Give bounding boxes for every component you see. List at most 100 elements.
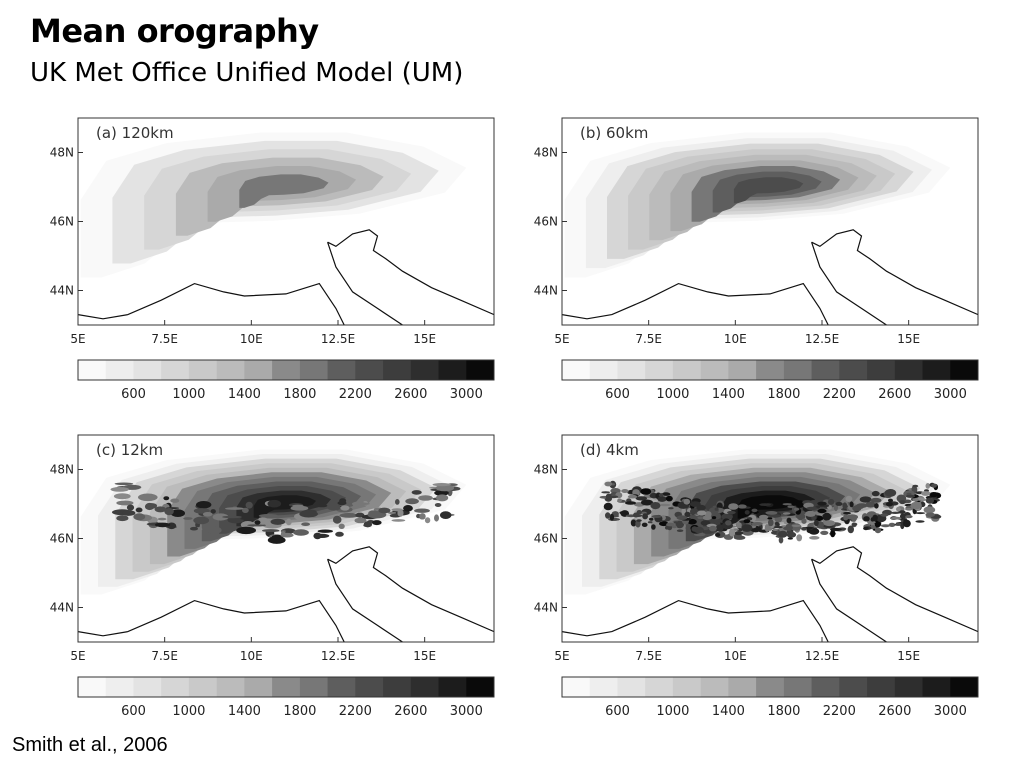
terrain-cell xyxy=(796,534,803,542)
colorbar-swatch xyxy=(922,360,951,380)
terrain-cell xyxy=(352,501,366,507)
colorbar-swatch xyxy=(756,677,785,697)
terrain-cell xyxy=(335,531,344,537)
terrain-cell xyxy=(659,521,669,527)
terrain-cell xyxy=(773,526,783,529)
colorbar-swatch xyxy=(839,677,868,697)
terrain-cell xyxy=(666,522,675,527)
y-tick-label: 46N xyxy=(534,532,558,546)
terrain-cell xyxy=(751,508,758,513)
colorbar-swatch xyxy=(728,360,757,380)
terrain-cell xyxy=(668,507,674,510)
terrain-cell xyxy=(884,489,897,497)
terrain-cell xyxy=(843,514,849,521)
colorbar-swatch xyxy=(299,677,329,697)
orography-map-svg: (a) 120km 5E 7.5E 10E 12.5E 15E 48N 46N 44N 600 10… xyxy=(50,117,495,402)
terrain-cell xyxy=(405,498,419,505)
colorbar-swatch xyxy=(216,677,245,697)
colorbar-tick-label: 3000 xyxy=(934,704,967,719)
terrain-cell xyxy=(849,501,854,508)
x-tick-label: 15E xyxy=(413,649,436,663)
terrain-cell xyxy=(711,516,717,520)
colorbar-swatch xyxy=(105,677,134,697)
terrain-cell xyxy=(801,527,807,531)
x-tick-label: 10E xyxy=(724,332,747,346)
terrain-cell xyxy=(859,496,872,503)
terrain-cell xyxy=(155,522,171,528)
terrain-cell xyxy=(923,506,936,514)
orography-map-svg: (c) 12km 5E 7.5E 10E 12.5E 15E 48N 46N 44N 600 100… xyxy=(50,434,495,719)
terrain-cell xyxy=(338,523,345,529)
colorbar-swatch xyxy=(728,677,757,697)
x-tick-label: 5E xyxy=(554,649,569,663)
coastline xyxy=(327,229,494,316)
terrain-cell xyxy=(896,506,901,512)
terrain-cell xyxy=(665,525,670,530)
terrain-cell xyxy=(764,524,770,532)
colorbar-swatch xyxy=(327,360,356,380)
terrain-cell xyxy=(395,499,400,505)
colorbar-tick-label: 2200 xyxy=(339,387,372,402)
terrain-cell xyxy=(806,506,818,511)
terrain-cell xyxy=(863,526,869,531)
terrain-cell xyxy=(414,508,430,513)
terrain-cell xyxy=(163,496,170,501)
terrain-cell xyxy=(651,524,656,530)
colorbar-swatch xyxy=(700,677,729,697)
coastline xyxy=(562,599,829,642)
terrain-cell xyxy=(785,523,793,532)
y-tick-label: 44N xyxy=(50,601,74,615)
panel-b-60km: (b) 60km 5E 7.5E 10E 12.5E 15E 48N 46N 44N 600 100… xyxy=(524,116,984,406)
y-tick-label: 46N xyxy=(534,215,558,229)
x-tick-label: 5E xyxy=(70,332,85,346)
colorbar-tick-label: 2200 xyxy=(823,704,856,719)
terrain-cell xyxy=(619,511,626,515)
colorbar-frame xyxy=(561,676,979,698)
terrain-cell xyxy=(921,491,931,496)
terrain-cell xyxy=(372,520,382,526)
terrain-cell xyxy=(827,498,835,505)
terrain-cell xyxy=(280,532,294,538)
terrain-cell xyxy=(661,492,671,496)
colorbar-swatch xyxy=(645,360,674,380)
terrain-cell xyxy=(687,518,697,525)
colorbar-tick-label: 2600 xyxy=(878,387,911,402)
terrain-cell xyxy=(301,522,310,526)
terrain-cell xyxy=(650,502,661,510)
colorbar-tick-label: 2200 xyxy=(339,704,372,719)
terrain-cell xyxy=(114,482,134,486)
colorbar-tick-label: 2600 xyxy=(394,704,427,719)
colorbar-tick-label: 1800 xyxy=(283,387,316,402)
terrain-cell xyxy=(911,501,922,508)
terrain-cell xyxy=(135,507,143,513)
terrain-cell xyxy=(236,526,256,535)
terrain-cell xyxy=(733,535,746,540)
colorbar-tick-label: 1000 xyxy=(656,704,689,719)
terrain-cell xyxy=(190,526,198,531)
terrain-cell xyxy=(782,512,791,515)
y-tick-label: 48N xyxy=(50,146,74,160)
terrain-cell xyxy=(885,502,893,507)
terrain-cell xyxy=(880,513,889,517)
colorbar-swatch xyxy=(811,677,840,697)
terrain-cell xyxy=(630,519,637,527)
terrain-cell xyxy=(116,500,134,506)
colorbar-swatch xyxy=(617,360,646,380)
terrain-cell xyxy=(436,494,449,502)
terrain-cell xyxy=(116,515,129,522)
colorbar-tick-label: 1800 xyxy=(767,387,800,402)
terrain-cell xyxy=(293,529,309,536)
terrain-cell xyxy=(820,530,829,535)
terrain-cell xyxy=(903,519,908,524)
terrain-cell xyxy=(210,509,216,514)
colorbar-tick-label: 1000 xyxy=(656,387,689,402)
colorbar-tick-label: 1800 xyxy=(283,704,316,719)
x-tick-label: 7.5E xyxy=(635,649,662,663)
terrain-cell xyxy=(684,511,691,518)
terrain-cell xyxy=(863,516,870,522)
terrain-cell xyxy=(823,520,836,527)
terrain-cell xyxy=(657,496,667,502)
coastline xyxy=(327,546,494,633)
colorbar-tick-label: 1400 xyxy=(228,387,261,402)
colorbar-swatch xyxy=(438,677,467,697)
